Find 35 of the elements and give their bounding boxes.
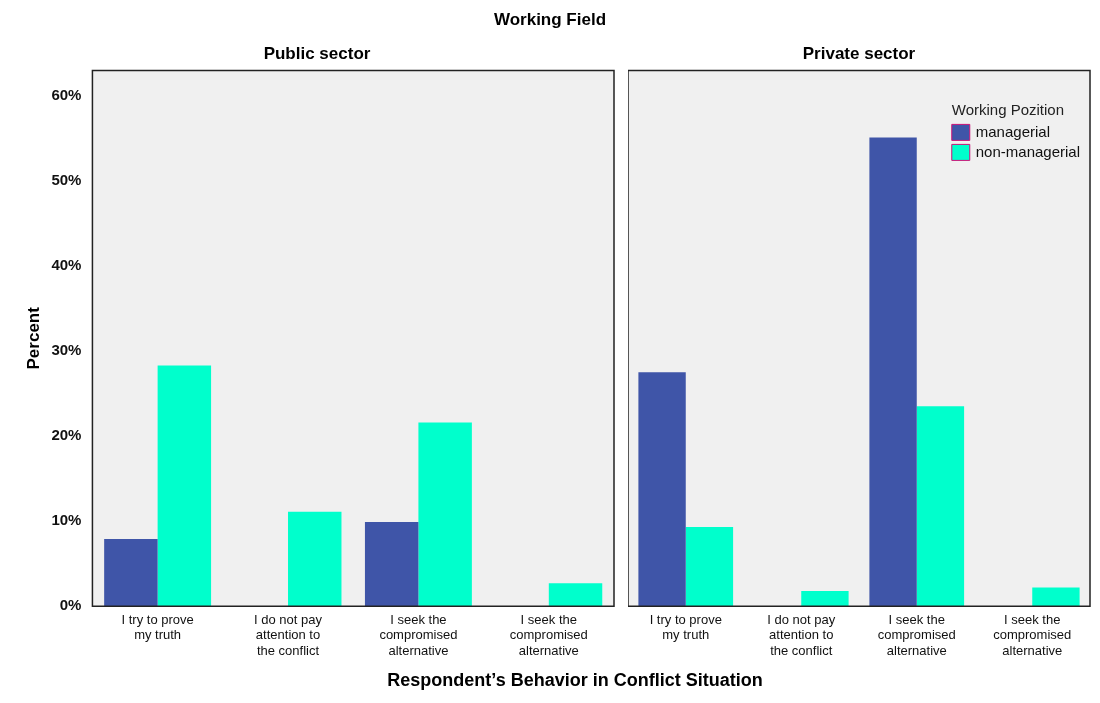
x-tick-label: I seek the compromised alternative: [509, 611, 588, 658]
chart-subtitle: Public sector: [263, 43, 371, 63]
y-axis-title: Percent: [23, 306, 43, 370]
legend-label: non-managerial: [975, 142, 1080, 160]
y-tick-label: 20%: [51, 426, 82, 444]
bar: [916, 406, 965, 607]
y-tick-label: 40%: [51, 256, 82, 274]
bar: [869, 137, 917, 607]
chart-title: Working Field: [492, 10, 608, 30]
bar: [801, 590, 849, 607]
bar: [157, 365, 212, 607]
bar: [1032, 587, 1080, 607]
bar: [104, 539, 158, 607]
y-tick-label: 0%: [59, 596, 82, 614]
y-tick-label: 10%: [51, 511, 82, 529]
bar: [418, 422, 472, 607]
legend-title: Working Pozition: [951, 100, 1065, 118]
bar: [685, 527, 734, 607]
x-tick-label: I seek the compromised alternative: [379, 611, 458, 658]
chart-subtitle: Private sector: [802, 43, 916, 63]
x-tick-label: I try to prove my truth: [121, 611, 194, 643]
bar: [548, 583, 603, 607]
bar: [638, 372, 686, 607]
y-tick-label: 50%: [51, 171, 82, 189]
x-tick-label: I do not pay attention to the conflict: [254, 611, 323, 658]
bar: [364, 522, 419, 607]
x-axis-title: Respondent’s Behavior in Conflict Situation: [386, 670, 764, 691]
legend-label: managerial: [975, 122, 1050, 140]
y-tick-label: 30%: [51, 341, 82, 359]
bar: [288, 511, 342, 607]
y-tick-label: 60%: [51, 86, 82, 104]
x-tick-label: I try to prove my truth: [649, 611, 722, 643]
x-tick-label: I seek the compromised alternative: [877, 611, 956, 658]
x-tick-label: I do not pay attention to the conflict: [767, 611, 836, 658]
x-tick-label: I seek the compromised alternative: [993, 611, 1072, 658]
